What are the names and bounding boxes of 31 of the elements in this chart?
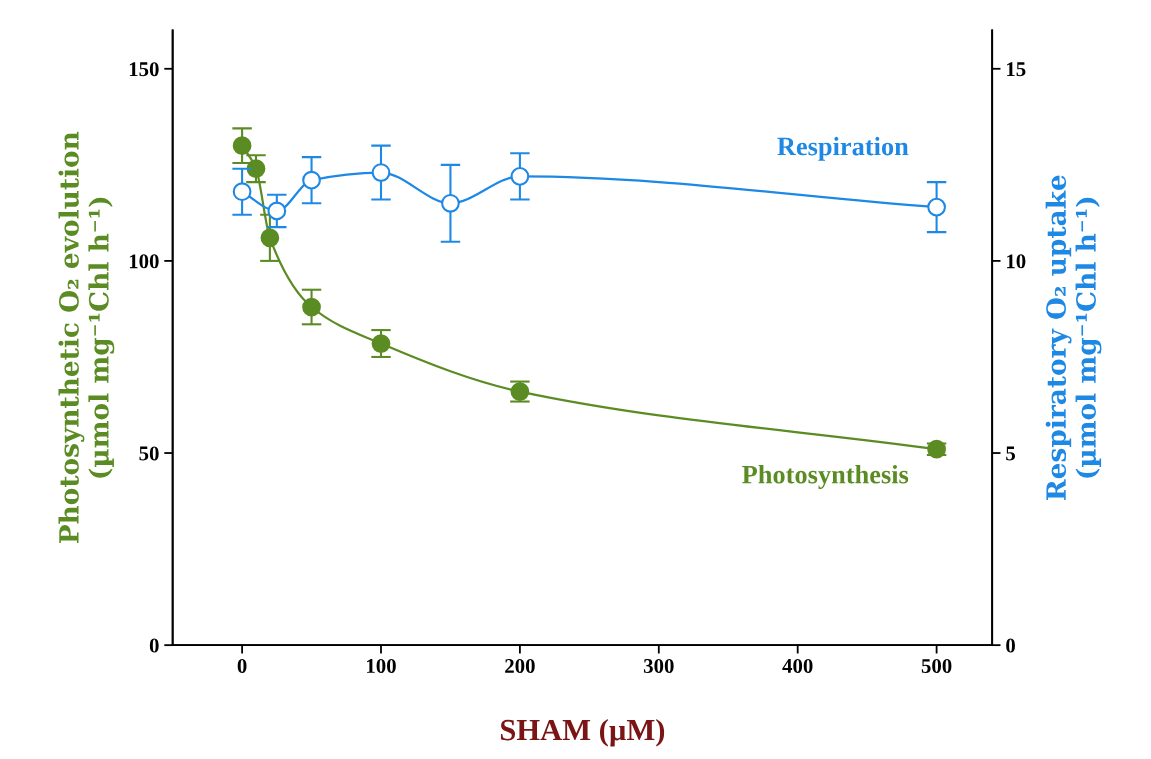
point (441, 193, 460, 213)
point (302, 170, 321, 190)
series-label: Photosynthesis (742, 464, 909, 489)
y2-axis-title: Respiratory O₂ uptake (µmol mg⁻¹Chl h⁻¹) (1045, 175, 1102, 501)
point (246, 159, 266, 179)
point (510, 167, 530, 186)
y2-tick-label: 5 (1006, 446, 1016, 461)
y-tick-label: 150 (129, 62, 159, 77)
y2-tick-label: 0 (1006, 638, 1015, 653)
x-tick-label: 100 (367, 658, 396, 674)
series-label: Respiration (777, 136, 909, 161)
y2-tick-label: 15 (1007, 62, 1026, 77)
x-axis-title: SHAM (µM) (500, 718, 665, 747)
x-tick-label: 200 (505, 658, 535, 674)
point (232, 136, 252, 156)
point (232, 182, 252, 202)
point (302, 297, 321, 317)
y2-tick-label: 10 (1007, 254, 1026, 269)
y-tick-label: 100 (129, 254, 159, 269)
x-tick-label: 0 (237, 658, 247, 674)
point (267, 201, 287, 221)
point (371, 163, 391, 182)
x-tick-label: 500 (921, 658, 952, 674)
x-tick-label: 400 (782, 658, 813, 674)
y-axis-title: Photosynthetic O₂ evolution (µmol mg⁻¹Chl h⁻¹) (58, 131, 115, 544)
point (927, 197, 946, 217)
point (371, 334, 391, 353)
y-tick-label: 0 (149, 638, 159, 653)
y-tick-label: 50 (139, 446, 159, 461)
point (260, 228, 280, 248)
x-tick-label: 300 (643, 658, 674, 674)
